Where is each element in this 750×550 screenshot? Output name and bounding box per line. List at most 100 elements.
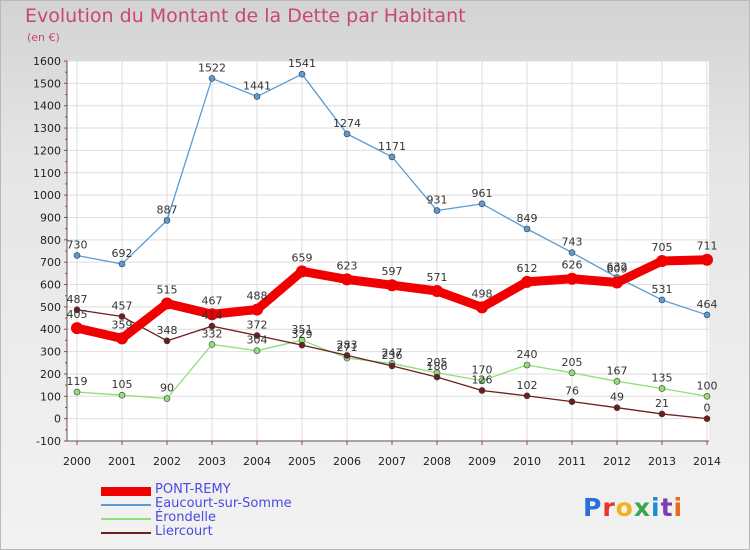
y-tick-label: 1000	[33, 189, 61, 202]
logo-letter: P	[583, 493, 603, 522]
data-label: 887	[157, 203, 178, 216]
data-label: 711	[697, 240, 718, 253]
data-label: 283	[337, 338, 358, 351]
data-point	[388, 362, 396, 370]
data-label: 76	[565, 385, 579, 398]
data-point	[208, 322, 216, 330]
plot-area	[67, 61, 709, 441]
data-label: 1171	[378, 140, 406, 153]
data-label: 597	[382, 265, 403, 278]
legend-swatch	[101, 532, 151, 534]
y-tick-label: 1300	[33, 122, 61, 135]
series-pont-remy	[71, 253, 713, 345]
data-label: 240	[517, 348, 538, 361]
data-label: 90	[160, 382, 174, 395]
data-label: 332	[202, 327, 223, 340]
data-point	[163, 217, 171, 224]
data-label: 236	[382, 349, 403, 362]
y-tick-label: 100	[40, 390, 61, 403]
y-tick-label: 1400	[33, 100, 61, 113]
data-label: 351	[292, 323, 313, 336]
data-point	[208, 341, 216, 348]
data-label: 405	[67, 308, 88, 321]
x-tick-label: 2013	[648, 455, 676, 468]
data-label: 205	[427, 356, 448, 369]
x-tick-label: 2008	[423, 455, 451, 468]
y-tick-label: -100	[36, 435, 61, 448]
y-tick-label: 400	[40, 323, 61, 336]
data-point	[433, 207, 441, 214]
data-label: 515	[157, 284, 178, 297]
data-point	[613, 378, 621, 385]
data-label: 372	[247, 318, 268, 331]
data-label: 167	[607, 364, 628, 377]
data-point	[118, 391, 126, 399]
logo-letter: o	[615, 493, 634, 522]
data-label: 1274	[333, 117, 361, 130]
data-label: 457	[112, 299, 133, 312]
y-tick-label: 600	[40, 279, 61, 292]
x-tick-label: 2010	[513, 455, 541, 468]
data-point	[478, 377, 486, 384]
data-point	[478, 387, 486, 394]
data-point	[703, 415, 711, 422]
x-tick-label: 2003	[198, 455, 226, 468]
data-label: 961	[472, 187, 493, 200]
data-label: 348	[157, 324, 178, 337]
data-label: 498	[472, 287, 493, 300]
data-label: 205	[562, 356, 583, 369]
data-label: 626	[562, 259, 583, 272]
x-tick-label: 2000	[63, 455, 91, 468]
data-point	[568, 249, 576, 256]
y-tick-label: 500	[40, 301, 61, 314]
legend-swatch	[101, 518, 151, 520]
data-label: 487	[67, 293, 88, 306]
data-point	[73, 306, 81, 314]
data-point	[253, 347, 261, 354]
logo-letter: r	[602, 493, 616, 522]
data-label: 170	[472, 364, 493, 377]
x-tick-label: 2011	[558, 455, 586, 468]
data-label: 849	[517, 212, 538, 225]
data-point	[701, 253, 713, 266]
data-label: 119	[67, 375, 88, 388]
x-tick-label: 2002	[153, 455, 181, 468]
data-point	[613, 404, 621, 411]
legend-swatch	[101, 486, 151, 496]
legend-label: Liercourt	[155, 524, 213, 539]
data-label: 247	[382, 346, 403, 359]
data-label: 743	[562, 236, 583, 249]
y-tick-label: 900	[40, 211, 61, 224]
data-label: 531	[652, 283, 673, 296]
x-tick-label: 2001	[108, 455, 136, 468]
data-point	[658, 296, 666, 304]
chart-title: Evolution du Montant de la Dette par Hab…	[25, 5, 466, 27]
data-label: 467	[202, 294, 223, 307]
data-point	[523, 225, 531, 233]
data-point	[568, 369, 576, 377]
data-point	[298, 341, 306, 349]
data-point	[566, 272, 578, 285]
data-point	[118, 260, 126, 268]
data-label: 705	[652, 241, 673, 254]
data-point	[206, 308, 218, 321]
legend-label: PONT-REMY	[155, 482, 231, 497]
data-point	[523, 361, 531, 369]
legend-swatch	[101, 504, 151, 506]
data-point	[163, 395, 171, 402]
data-point	[478, 200, 486, 208]
proxiti-logo: Proxiti	[583, 493, 683, 522]
data-point	[523, 392, 531, 400]
data-point	[118, 313, 126, 320]
data-point	[71, 322, 83, 335]
data-label: 931	[427, 194, 448, 207]
data-label: 49	[610, 391, 624, 404]
y-tick-label: 200	[40, 368, 61, 381]
x-tick-label: 2004	[243, 455, 271, 468]
data-point	[298, 70, 306, 78]
data-point	[431, 285, 443, 298]
y-tick-label: 1200	[33, 144, 61, 157]
legend-label: Eaucourt-sur-Somme	[155, 496, 292, 511]
data-label: 100	[697, 379, 718, 392]
data-point	[703, 392, 711, 400]
